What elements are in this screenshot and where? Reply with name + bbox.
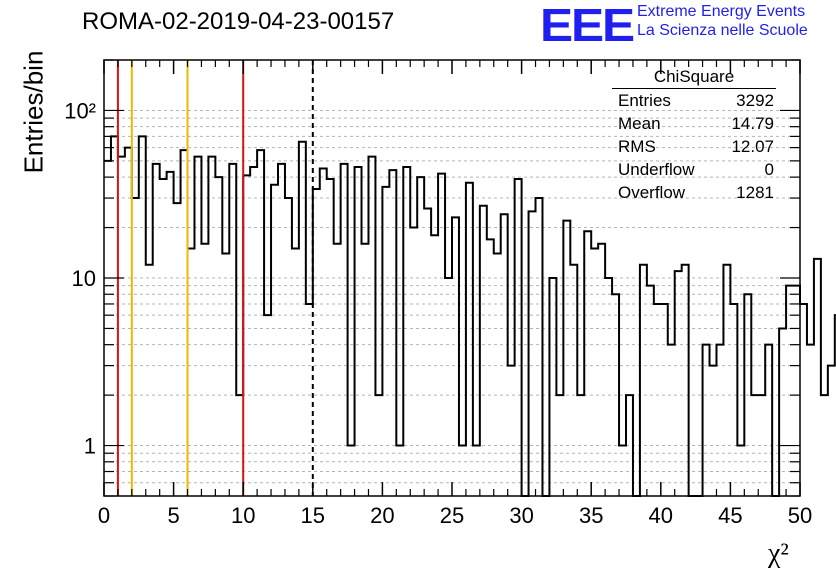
x-tick-label: 20 [370,503,394,528]
stats-label: Mean [618,114,661,133]
x-tick-label: 25 [440,503,464,528]
logo-tagline-2: La Scienza nelle Scuole [637,22,808,39]
stats-label: Underflow [618,160,695,179]
stats-label: Overflow [618,183,686,202]
x-axis-label: χ² [768,538,789,569]
stats-label: RMS [618,137,656,156]
stats-value: 3292 [736,91,774,110]
logo-tagline-1: Extreme Energy Events [637,3,806,20]
stats-value: 0 [764,160,774,179]
cut-lines [116,60,314,496]
axes: 0 5 10 15 20 25 30 35 40 45 50 1 10 10² [64,59,812,528]
stats-value: 1281 [736,183,774,202]
y-tick-label: 10 [72,266,96,291]
x-tick-label: 0 [98,503,110,528]
stats-value: 14.79 [731,114,774,133]
eee-logo: EEE [540,0,635,51]
x-tick-label: 45 [718,503,742,528]
stats-row-entries: Entries 3292 [612,89,776,112]
x-tick-label: 5 [167,503,179,528]
stats-value: 12.07 [731,137,774,156]
x-tick-label: 35 [579,503,603,528]
stats-label: Entries [618,91,671,110]
stats-title: ChiSquare [612,66,776,89]
x-tick-label: 40 [649,503,673,528]
x-tick-label: 30 [509,503,533,528]
stats-row-rms: RMS 12.07 [612,135,776,158]
stats-box: ChiSquare Entries 3292 Mean 14.79 RMS 12… [612,66,776,204]
stats-row-overflow: Overflow 1281 [612,181,776,204]
x-tick-label: 15 [301,503,325,528]
stats-row-underflow: Underflow 0 [612,158,776,181]
y-tick-label: 1 [84,434,96,459]
stats-row-mean: Mean 14.79 [612,112,776,135]
x-tick-label: 10 [231,503,255,528]
run-title: ROMA-02-2019-04-23-00157 [82,8,395,35]
y-axis-label: Entries/bin [18,50,49,174]
x-tick-label: 50 [788,503,812,528]
y-tick-label: 10² [64,98,96,123]
